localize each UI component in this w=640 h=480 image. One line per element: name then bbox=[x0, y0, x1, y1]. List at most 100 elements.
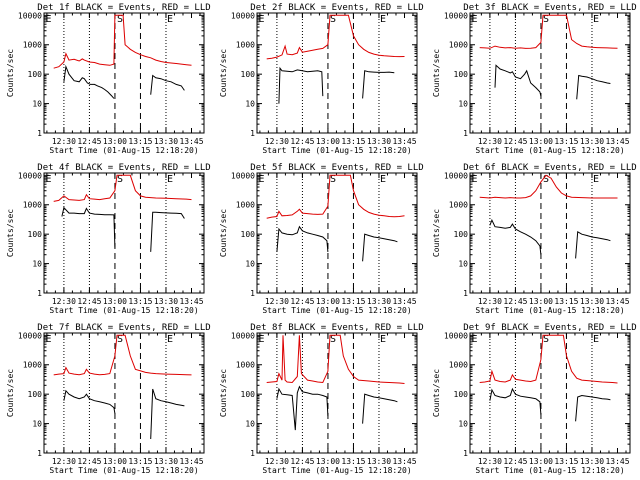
panel-title: Det 1f BLACK = Events, RED = LLD bbox=[37, 3, 210, 13]
x-tick-label: 13:15 bbox=[554, 297, 578, 306]
x-tick-label: 13:45 bbox=[605, 297, 629, 306]
marker-label: S bbox=[330, 14, 336, 25]
x-axis-label: Start Time (01-Aug-15 12:18:20) bbox=[262, 466, 411, 475]
marker-label: E bbox=[472, 174, 478, 185]
x-tick-label: 13:30 bbox=[154, 137, 178, 146]
x-tick-label: 13:15 bbox=[554, 457, 578, 466]
x-tick-label: 12:30 bbox=[478, 137, 502, 146]
y-axis-label: Counts/sec bbox=[432, 369, 441, 417]
marker-label: E bbox=[593, 174, 599, 185]
plot-frame bbox=[256, 12, 418, 134]
x-tick-label: 13:30 bbox=[580, 297, 604, 306]
x-tick-label: 12:30 bbox=[265, 297, 289, 306]
plot-frame bbox=[469, 172, 631, 294]
x-tick-label: 13:15 bbox=[128, 137, 152, 146]
y-tick-label: 10 bbox=[458, 420, 468, 429]
x-tick-label: 12:45 bbox=[290, 297, 314, 306]
y-tick-label: 10 bbox=[245, 260, 255, 269]
marker-label: S bbox=[117, 14, 123, 25]
x-tick-label: 13:45 bbox=[392, 297, 416, 306]
y-tick-label: 10 bbox=[458, 100, 468, 109]
marker-label: E bbox=[167, 14, 173, 25]
marker-label: S bbox=[117, 334, 123, 345]
x-tick-label: 13:30 bbox=[154, 457, 178, 466]
events-series-line bbox=[494, 64, 611, 100]
panel-title: Det 4f BLACK = Events, RED = LLD bbox=[37, 163, 210, 173]
marker-label: E bbox=[472, 14, 478, 25]
y-tick-label: 10000 bbox=[444, 171, 468, 180]
marker-label: S bbox=[543, 174, 549, 185]
x-tick-label: 13:30 bbox=[367, 297, 391, 306]
y-tick-label: 1 bbox=[463, 289, 468, 298]
x-tick-label: 12:30 bbox=[265, 137, 289, 146]
x-tick-label: 12:45 bbox=[503, 297, 527, 306]
marker-label: E bbox=[472, 334, 478, 345]
x-tick-label: 12:45 bbox=[290, 457, 314, 466]
plot-frame bbox=[256, 332, 418, 454]
panel-title: Det 6f BLACK = Events, RED = LLD bbox=[463, 163, 636, 173]
y-tick-label: 100 bbox=[454, 70, 469, 79]
x-tick-label: 12:45 bbox=[77, 137, 101, 146]
y-tick-label: 1 bbox=[37, 289, 42, 298]
x-tick-label: 12:45 bbox=[77, 297, 101, 306]
x-axis-label: Start Time (01-Aug-15 12:18:20) bbox=[49, 146, 198, 155]
x-axis-label: Start Time (01-Aug-15 12:18:20) bbox=[262, 306, 411, 315]
x-tick-label: 12:30 bbox=[265, 457, 289, 466]
lld-series-line bbox=[53, 14, 192, 69]
y-tick-label: 100 bbox=[454, 390, 469, 399]
y-tick-label: 1 bbox=[37, 449, 42, 458]
y-axis-label: Counts/sec bbox=[432, 209, 441, 257]
x-tick-label: 13:15 bbox=[341, 457, 365, 466]
y-tick-label: 1 bbox=[250, 289, 255, 298]
events-series-line bbox=[489, 387, 611, 422]
x-tick-label: 12:30 bbox=[52, 457, 76, 466]
panel-title: Det 3f BLACK = Events, RED = LLD bbox=[463, 3, 636, 13]
x-tick-label: 12:30 bbox=[52, 297, 76, 306]
x-axis-label: Start Time (01-Aug-15 12:18:20) bbox=[475, 306, 624, 315]
marker-label: E bbox=[46, 334, 52, 345]
x-tick-label: 13:30 bbox=[154, 297, 178, 306]
x-tick-label: 13:45 bbox=[392, 137, 416, 146]
y-tick-label: 1000 bbox=[236, 41, 255, 50]
y-tick-label: 10 bbox=[245, 420, 255, 429]
x-tick-label: 13:30 bbox=[580, 457, 604, 466]
y-tick-label: 10 bbox=[32, 420, 42, 429]
y-tick-label: 100 bbox=[241, 230, 256, 239]
y-axis-label: Counts/sec bbox=[219, 369, 228, 417]
x-tick-label: 13:45 bbox=[179, 457, 203, 466]
events-series-line bbox=[63, 64, 185, 99]
marker-label: E bbox=[593, 334, 599, 345]
x-tick-label: 13:30 bbox=[580, 137, 604, 146]
panel-title: Det 7f BLACK = Events, RED = LLD bbox=[37, 323, 210, 333]
y-tick-label: 100 bbox=[28, 230, 43, 239]
y-tick-label: 10000 bbox=[18, 171, 42, 180]
x-tick-label: 13:15 bbox=[128, 457, 152, 466]
y-tick-label: 1 bbox=[250, 449, 255, 458]
x-tick-label: 13:00 bbox=[529, 457, 553, 466]
y-tick-label: 100 bbox=[241, 70, 256, 79]
lld-series-line bbox=[53, 334, 192, 376]
plot-frame bbox=[43, 172, 205, 294]
plot-frame bbox=[43, 12, 205, 134]
x-axis-label: Start Time (01-Aug-15 12:18:20) bbox=[475, 466, 624, 475]
x-tick-label: 13:30 bbox=[367, 457, 391, 466]
x-tick-label: 12:30 bbox=[478, 457, 502, 466]
y-tick-label: 1000 bbox=[449, 41, 468, 50]
panel-title: Det 2f BLACK = Events, RED = LLD bbox=[250, 3, 423, 13]
y-tick-label: 1000 bbox=[23, 361, 42, 370]
y-tick-label: 1000 bbox=[236, 361, 255, 370]
x-tick-label: 13:00 bbox=[103, 457, 127, 466]
x-tick-label: 13:45 bbox=[179, 137, 203, 146]
x-axis-label: Start Time (01-Aug-15 12:18:20) bbox=[49, 306, 198, 315]
x-tick-label: 13:45 bbox=[179, 297, 203, 306]
x-tick-label: 13:15 bbox=[128, 297, 152, 306]
y-axis-label: Counts/sec bbox=[6, 369, 15, 417]
x-tick-label: 12:30 bbox=[478, 297, 502, 306]
